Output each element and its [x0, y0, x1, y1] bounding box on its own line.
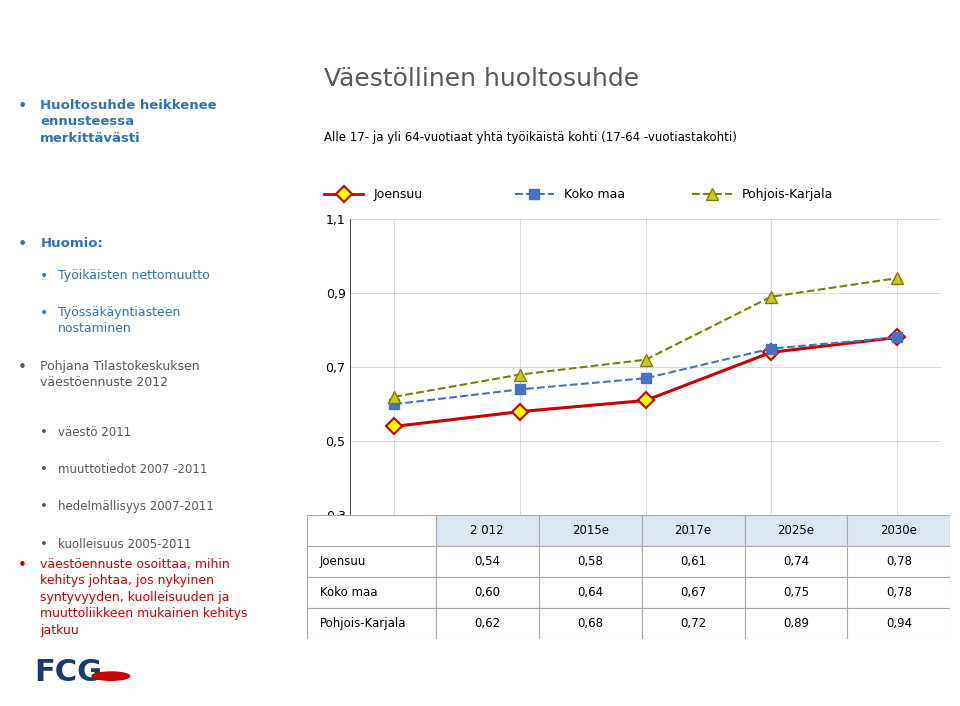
Bar: [539, 608, 641, 639]
Text: Työikäisten nettomuutto: Työikäisten nettomuutto: [58, 269, 209, 282]
Text: •: •: [17, 99, 27, 114]
Bar: [641, 515, 745, 546]
Text: väestöennuste osoittaa, mihin
kehitys johtaa, jos nykyinen
syntyvyyden, kuolleis: väestöennuste osoittaa, mihin kehitys jo…: [40, 558, 248, 637]
Bar: [641, 578, 745, 608]
Text: Pohjana Tilastokeskuksen
väestöennuste 2012: Pohjana Tilastokeskuksen väestöennuste 2…: [40, 360, 200, 390]
Bar: [436, 515, 950, 546]
Text: 0,74: 0,74: [783, 555, 809, 568]
Text: Alle 17- ja yli 64-vuotiaat yhtä työikäistä kohti (17-64 -vuotiastakohti): Alle 17- ja yli 64-vuotiaat yhtä työikäi…: [324, 131, 736, 144]
Bar: [848, 515, 950, 546]
Text: Työssäkäyntiasteen
nostaminen: Työssäkäyntiasteen nostaminen: [58, 306, 180, 335]
Bar: [745, 515, 848, 546]
Text: Joensuu: Joensuu: [320, 555, 367, 568]
Text: Lähde:Tilastokeskus: Lähde:Tilastokeskus: [828, 522, 941, 533]
Text: 0,67: 0,67: [680, 586, 707, 599]
Text: Koko maa: Koko maa: [320, 586, 377, 599]
Bar: [745, 578, 848, 608]
Text: 2015e: 2015e: [572, 525, 609, 537]
Circle shape: [92, 672, 130, 681]
Text: 0,78: 0,78: [886, 586, 912, 599]
Text: 2030e: 2030e: [880, 525, 918, 537]
Text: •: •: [40, 537, 48, 551]
Text: Koko maa: Koko maa: [564, 188, 625, 201]
Bar: [745, 608, 848, 639]
Text: •: •: [17, 360, 26, 375]
Bar: [436, 515, 539, 546]
Bar: [539, 515, 641, 546]
Text: •: •: [40, 426, 48, 439]
Text: •: •: [17, 558, 26, 573]
Text: 0,89: 0,89: [783, 617, 809, 630]
Text: •: •: [40, 463, 48, 476]
Text: Joensuun kaupunki: Joensuun kaupunki: [17, 12, 156, 27]
Bar: [848, 546, 950, 578]
Text: 0,68: 0,68: [577, 617, 603, 630]
Bar: [307, 578, 436, 608]
Text: Pohjois-Karjala: Pohjois-Karjala: [320, 617, 407, 630]
Bar: [848, 578, 950, 608]
Bar: [436, 608, 539, 639]
Text: muuttotiedot 2007 -2011: muuttotiedot 2007 -2011: [58, 463, 207, 476]
Bar: [307, 546, 436, 578]
Bar: [307, 515, 436, 546]
Text: Huoltosuhde heikkenee
ennusteessa
merkittävästi: Huoltosuhde heikkenee ennusteessa merkit…: [40, 99, 217, 145]
Text: 0,62: 0,62: [474, 617, 500, 630]
Text: •: •: [40, 269, 49, 282]
Text: Pohjois-Karjala: Pohjois-Karjala: [741, 188, 833, 201]
Text: •: •: [40, 501, 48, 513]
Text: väestö 2011: väestö 2011: [58, 426, 131, 439]
Bar: [436, 546, 539, 578]
Text: 0,75: 0,75: [783, 586, 809, 599]
Text: 2017e: 2017e: [675, 525, 711, 537]
Text: •: •: [40, 306, 49, 320]
Bar: [641, 546, 745, 578]
Bar: [539, 578, 641, 608]
Text: •: •: [17, 237, 27, 252]
Text: 0,54: 0,54: [474, 555, 500, 568]
Text: 2025e: 2025e: [778, 525, 814, 537]
Text: Huomio:: Huomio:: [40, 237, 103, 250]
Bar: [539, 546, 641, 578]
Text: 0,64: 0,64: [577, 586, 603, 599]
Bar: [307, 608, 436, 639]
Text: 2 012: 2 012: [470, 525, 504, 537]
Text: hedelmällisyys 2007-2011: hedelmällisyys 2007-2011: [58, 501, 213, 513]
Bar: [848, 608, 950, 639]
Text: 0,78: 0,78: [886, 555, 912, 568]
Text: 0,61: 0,61: [680, 555, 707, 568]
Text: Väestöllinen huoltosuhde: Väestöllinen huoltosuhde: [324, 67, 639, 91]
Text: kuolleisuus 2005-2011: kuolleisuus 2005-2011: [58, 537, 191, 551]
Text: 0,58: 0,58: [577, 555, 603, 568]
Text: 0,60: 0,60: [474, 586, 500, 599]
Text: FCG: FCG: [35, 659, 103, 688]
Bar: [436, 578, 539, 608]
Bar: [641, 608, 745, 639]
Text: 0,72: 0,72: [680, 617, 707, 630]
Bar: [745, 546, 848, 578]
Text: Joensuu: Joensuu: [373, 188, 422, 201]
Text: 0,94: 0,94: [886, 617, 912, 630]
